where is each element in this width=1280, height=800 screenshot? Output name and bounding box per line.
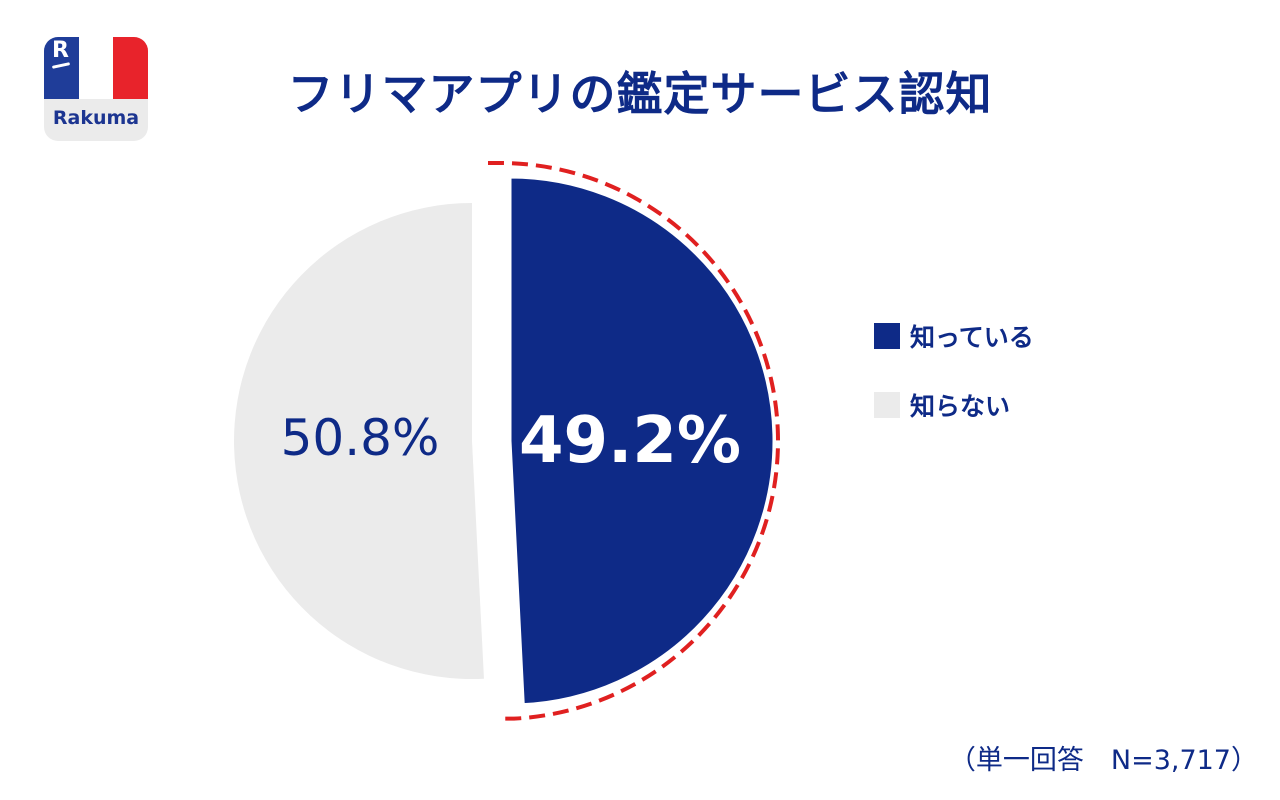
legend-item-known: 知っている [874,318,1034,354]
data-label-known: 49.2% [519,404,741,478]
footnote: （単一回答 N=3,717） [948,745,1258,776]
legend-label-known: 知っている [910,323,1034,352]
flag-blue-stripe: R [44,37,79,99]
brand-name: Rakuma [52,107,140,129]
pie-slice-known [508,175,776,707]
legend-item-unknown: 知らない [874,387,1034,423]
flag-red-stripe [113,37,148,99]
r-logo-icon: R [52,38,69,63]
pie-slice-unknown [234,203,484,679]
legend: 知っている 知らない [874,318,1034,456]
rakuma-logo: R Rakuma [44,37,148,141]
legend-swatch-unknown [874,392,900,418]
chart-title: フリマアプリの鑑定サービス認知 [287,67,993,121]
flag-white-stripe [78,37,114,99]
legend-label-unknown: 知らない [910,392,1011,421]
legend-swatch-known [874,323,900,349]
data-label-unknown: 50.8% [281,409,440,467]
flag-stripes: R [44,37,148,99]
